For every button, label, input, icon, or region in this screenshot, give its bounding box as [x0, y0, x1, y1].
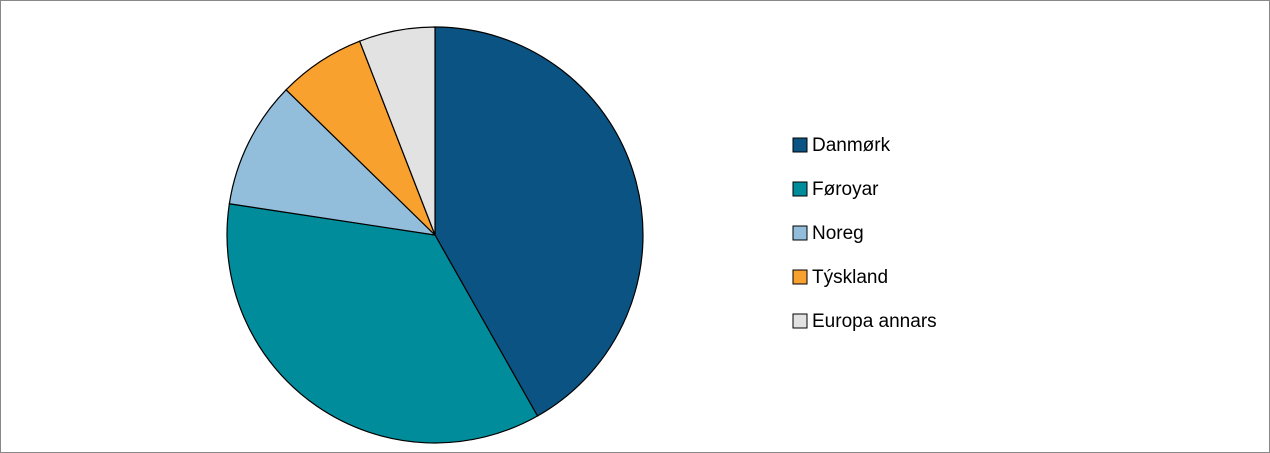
legend-swatch — [792, 137, 808, 153]
pie-slice — [434, 26, 644, 417]
legend-label: Danmørk — [812, 135, 891, 156]
legend-swatch — [792, 225, 808, 241]
legend-label: Týskland — [812, 267, 888, 288]
legend-swatch — [792, 181, 808, 197]
pie-slice — [358, 26, 436, 236]
legend-swatch — [792, 313, 808, 329]
legend-label: Noreg — [812, 223, 864, 244]
pie-slice — [228, 88, 437, 236]
legend-label: Europa annars — [812, 311, 937, 332]
legend-swatch — [792, 269, 808, 285]
legend-label: Føroyar — [812, 179, 879, 200]
pie-slice — [226, 203, 539, 444]
